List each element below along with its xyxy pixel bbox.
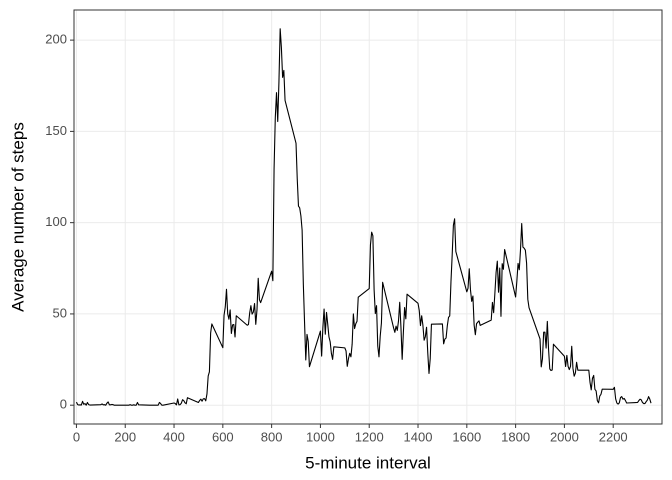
x-tick-label: 1600 <box>452 429 481 444</box>
x-tick-label: 400 <box>163 429 185 444</box>
x-tick-label: 0 <box>73 429 80 444</box>
x-tick-label: 1200 <box>355 429 384 444</box>
x-tick-label: 2000 <box>550 429 579 444</box>
y-tick-label: 0 <box>60 397 67 412</box>
plot-background <box>74 10 662 424</box>
y-tick-label: 50 <box>53 305 67 320</box>
x-tick-label: 1000 <box>306 429 335 444</box>
y-tick-label: 150 <box>45 123 67 138</box>
x-tick-label: 1800 <box>501 429 530 444</box>
data-line <box>75 28 652 406</box>
y-tick-label: 100 <box>45 214 67 229</box>
x-tick-label: 1400 <box>404 429 433 444</box>
x-axis-title: 5-minute interval <box>305 453 431 472</box>
y-tick-label: 200 <box>45 32 67 47</box>
x-tick-label: 2200 <box>599 429 628 444</box>
x-tick-label: 800 <box>261 429 283 444</box>
x-tick-label: 600 <box>212 429 234 444</box>
y-axis-title: Average number of steps <box>8 122 27 312</box>
plot-border <box>73 9 663 425</box>
x-tick-label: 200 <box>114 429 136 444</box>
